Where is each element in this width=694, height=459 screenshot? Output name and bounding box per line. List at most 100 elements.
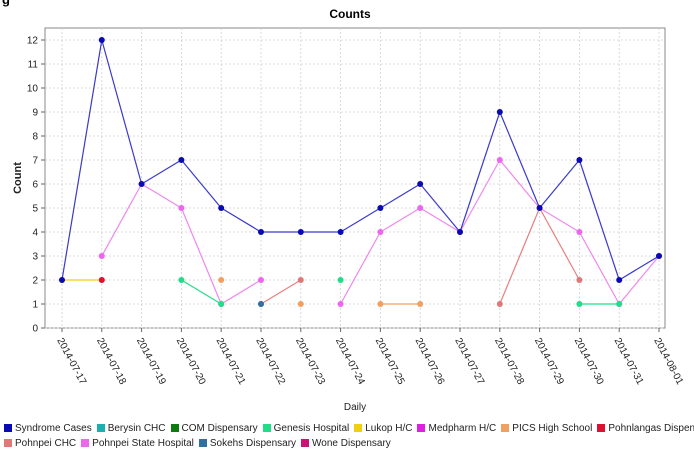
y-tick-label: 12 — [27, 36, 39, 47]
legend-label: COM Dispensary — [181, 423, 258, 434]
series-line-segment — [539, 207, 580, 233]
series-line-segment — [220, 279, 262, 305]
series-line-segment — [340, 231, 381, 305]
series-line-segment — [180, 207, 222, 305]
x-tick-label: 2014-07-24 — [333, 336, 367, 387]
series-sokehs-dispensary — [258, 301, 264, 307]
data-point — [178, 277, 185, 283]
y-tick-label: 7 — [32, 156, 38, 167]
series-line-segment — [459, 111, 501, 233]
x-tick-label: 2014-07-31 — [612, 336, 646, 387]
legend-label: Berysin CHC — [107, 423, 166, 434]
x-tick-label: 2014-07-23 — [293, 336, 327, 387]
data-point — [218, 205, 225, 211]
data-point — [178, 157, 185, 163]
legend-swatch — [597, 424, 606, 432]
x-tick-label: 2014-07-17 — [54, 336, 88, 387]
data-point — [98, 277, 105, 283]
header-fragment: g — [2, 0, 10, 7]
legend-label: Lukop H/C — [365, 423, 413, 434]
legend-swatch — [198, 439, 207, 447]
legend-swatch — [170, 424, 179, 432]
legend-item: Wone Dispensary — [301, 436, 391, 451]
x-tick-label: 2014-07-28 — [492, 336, 526, 387]
data-point — [297, 277, 304, 283]
legend-item: Pohnpei State Hospital — [81, 436, 194, 451]
series-line-segment — [419, 207, 461, 233]
x-tick-label: 2014-07-18 — [94, 336, 128, 387]
series-syndrome-cases — [59, 37, 662, 283]
x-tick-label: 2014-07-25 — [373, 336, 407, 387]
data-point — [377, 229, 384, 235]
series-genesis-hospital — [178, 277, 623, 307]
legend-swatch — [4, 439, 12, 447]
data-point — [576, 277, 583, 283]
y-tick-label: 6 — [32, 180, 38, 191]
series-line-segment — [340, 207, 381, 233]
legend-swatch — [81, 439, 90, 447]
series-line-segment — [539, 159, 580, 209]
series-pics-high-school — [218, 277, 424, 307]
y-axis-label: Count — [12, 162, 24, 194]
x-axis-label: Daily — [344, 402, 366, 413]
legend-swatch — [417, 424, 426, 432]
data-point — [218, 301, 225, 307]
series-line-segment — [101, 39, 143, 185]
legend-item: Lukop H/C — [354, 421, 412, 436]
legend-row: Pohnpei CHC Pohnpei State Hospital Sokehs … — [4, 436, 694, 451]
series-line-segment — [220, 207, 262, 233]
legend-swatch — [501, 424, 510, 432]
data-point — [576, 157, 583, 163]
data-point — [417, 205, 424, 211]
series-line-segment — [180, 159, 222, 209]
series-line-segment — [260, 279, 302, 305]
legend-label: Genesis Hospital — [273, 423, 350, 434]
legend-item: Berysin CHC — [96, 421, 166, 436]
legend-swatch — [354, 424, 363, 432]
series-line-segment — [499, 111, 541, 209]
legend-label: Pohnpei CHC — [15, 438, 77, 449]
series-line-segment — [101, 183, 143, 257]
legend-swatch — [262, 424, 271, 432]
data-point — [178, 205, 185, 211]
x-tick-label: 2014-07-22 — [253, 336, 287, 387]
data-point — [576, 229, 583, 235]
data-point — [417, 301, 424, 307]
data-point — [258, 229, 264, 235]
y-tick-label: 11 — [28, 60, 39, 71]
data-point — [536, 205, 543, 211]
chart-title: Counts — [329, 7, 371, 21]
data-point — [496, 157, 503, 163]
legend-item: Pohnlangas Dispensary — [597, 421, 694, 436]
data-point — [616, 301, 623, 307]
legend-swatch — [4, 424, 12, 432]
series-line-segment — [459, 159, 501, 233]
legend-item: PICS High School — [501, 421, 592, 436]
y-tick-label: 8 — [32, 132, 38, 143]
series-line-segment — [181, 279, 222, 305]
series-line-segment — [380, 207, 421, 233]
series-line-segment — [539, 207, 580, 281]
legend-item: COM Dispensary — [170, 421, 258, 436]
x-tick-label: 2014-07-19 — [134, 336, 168, 387]
data-point — [337, 277, 344, 283]
data-point — [218, 277, 225, 283]
series-line-segment — [618, 255, 660, 281]
y-tick-label: 2 — [32, 276, 38, 287]
y-tick-label: 1 — [32, 300, 38, 311]
chart-legend: Syndrome Cases Berysin CHC COM Dispensary G… — [4, 421, 694, 451]
data-point — [59, 277, 65, 283]
series-line-segment — [618, 255, 660, 305]
series-line-segment — [419, 183, 461, 233]
legend-label: Medpharm H/C — [428, 423, 497, 434]
data-point — [417, 181, 424, 187]
legend-item: Pohnpei CHC — [4, 436, 76, 451]
series-line-segment — [141, 183, 182, 209]
data-point — [377, 205, 384, 211]
x-tick-label: 2014-07-27 — [452, 336, 486, 387]
series-pohnlangas-dispensary — [98, 277, 105, 283]
legend-label: Syndrome Cases — [15, 423, 92, 434]
legend-item: Sokehs Dispensary — [198, 436, 296, 451]
legend-item: Genesis Hospital — [262, 421, 350, 436]
data-point — [297, 229, 304, 235]
